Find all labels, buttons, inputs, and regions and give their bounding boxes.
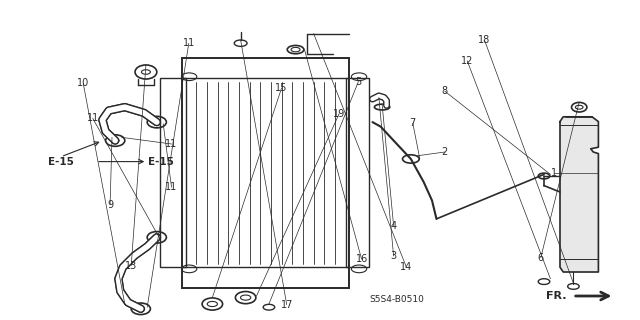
Text: 11: 11 xyxy=(165,139,178,149)
Polygon shape xyxy=(560,117,598,272)
Text: 2: 2 xyxy=(442,147,448,157)
Text: 5: 5 xyxy=(355,76,362,87)
Text: 17: 17 xyxy=(280,300,293,310)
Text: 4: 4 xyxy=(390,220,397,231)
Text: S5S4-B0510: S5S4-B0510 xyxy=(369,295,424,304)
Text: 16: 16 xyxy=(355,254,368,264)
Text: E-15: E-15 xyxy=(148,156,174,167)
Text: 9: 9 xyxy=(107,200,113,210)
Text: 12: 12 xyxy=(461,56,474,66)
Text: FR.: FR. xyxy=(546,291,566,301)
Text: 3: 3 xyxy=(390,251,397,261)
Text: 6: 6 xyxy=(538,252,544,263)
Bar xyxy=(346,78,369,267)
Text: 11: 11 xyxy=(86,113,99,124)
Text: 19: 19 xyxy=(333,108,346,119)
Text: 11: 11 xyxy=(165,182,178,192)
Bar xyxy=(160,78,186,267)
Text: 10: 10 xyxy=(77,78,90,88)
Bar xyxy=(182,58,349,288)
Text: 18: 18 xyxy=(478,35,491,45)
Text: 1: 1 xyxy=(550,168,557,178)
Text: 8: 8 xyxy=(442,86,448,96)
Text: 14: 14 xyxy=(400,262,413,272)
Text: 11: 11 xyxy=(182,38,195,48)
Text: 13: 13 xyxy=(125,260,138,271)
Text: 15: 15 xyxy=(275,83,288,93)
Text: 7: 7 xyxy=(410,118,416,128)
Text: E-15: E-15 xyxy=(48,156,74,167)
